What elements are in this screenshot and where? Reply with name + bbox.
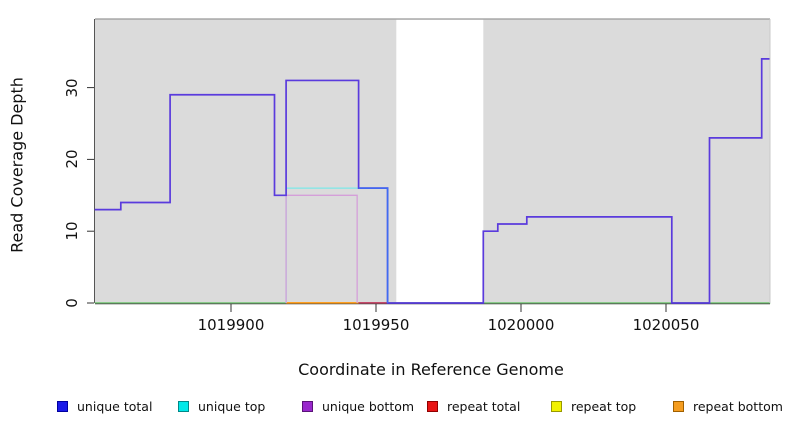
legend-swatch-icon	[673, 400, 684, 412]
y-axis-title: Read Coverage Depth	[7, 77, 27, 253]
legend-item-unique-total: unique total	[57, 398, 152, 414]
legend-label: repeat total	[447, 398, 521, 414]
unique-total-blue-segment	[358, 187, 389, 303]
x-tick-label: 1020000	[487, 316, 555, 334]
legend-swatch-icon	[551, 400, 562, 412]
x-axis-title: Coordinate in Reference Genome	[298, 360, 564, 379]
legend-label: repeat bottom	[693, 398, 783, 414]
legend-label: repeat top	[571, 398, 637, 414]
legend-swatch-icon	[427, 400, 438, 412]
legend-swatch-icon	[57, 400, 68, 412]
y-tick-label: 20	[63, 149, 81, 169]
legend-label: unique total	[77, 398, 153, 414]
legend-label: unique top	[198, 398, 266, 414]
zero-coverage-gap	[396, 19, 484, 303]
legend-item-unique-top: unique top	[178, 398, 265, 414]
y-tick-label: 10	[63, 221, 81, 241]
legend-swatch-icon	[302, 400, 313, 412]
legend-swatch-icon	[178, 400, 189, 412]
y-tick-label: 0	[63, 298, 81, 308]
legend-item-repeat-total: repeat total	[427, 398, 520, 414]
legend-item-repeat-bottom: repeat bottom	[673, 398, 783, 414]
x-tick-label: 1019950	[342, 316, 410, 334]
y-tick-label: 30	[63, 78, 81, 98]
x-tick-label: 1020050	[632, 316, 700, 334]
unique-bottom-line	[285, 194, 358, 303]
legend-item-repeat-top: repeat top	[551, 398, 636, 414]
legend: unique total unique top unique bottom repea…	[0, 0, 792, 414]
unique-total-line	[94, 58, 771, 304]
legend-label: unique bottom	[322, 398, 415, 414]
x-tick-label: 1019900	[197, 316, 265, 334]
legend-item-unique-bottom: unique bottom	[302, 398, 414, 414]
